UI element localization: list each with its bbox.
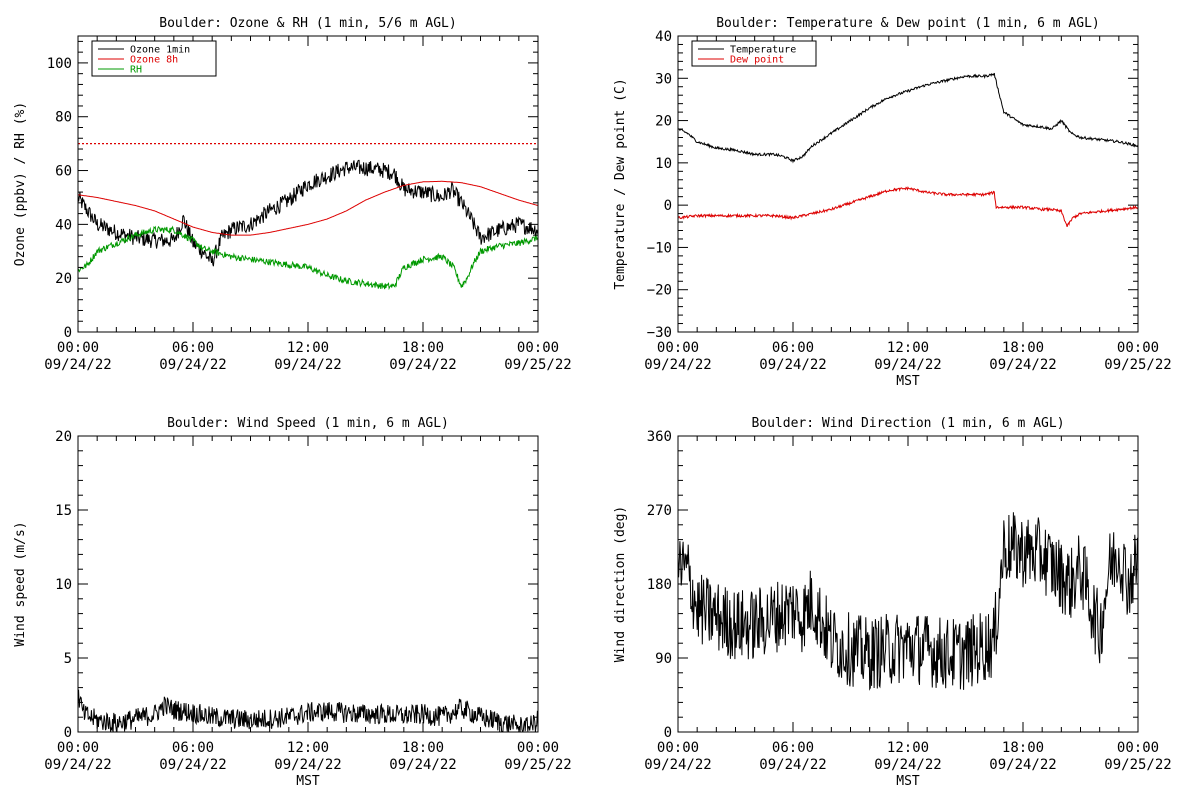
y-tick-label: 40 bbox=[55, 217, 72, 233]
x-axis-label: MST bbox=[296, 774, 320, 789]
x-tick-label: 06:00 bbox=[172, 340, 214, 356]
x-tick-date-label: 09/25/22 bbox=[1104, 357, 1171, 373]
y-tick-label: 60 bbox=[55, 164, 72, 180]
x-tick-date-label: 09/24/22 bbox=[159, 757, 226, 773]
x-tick-label: 00:00 bbox=[57, 340, 99, 356]
x-tick-date-label: 09/24/22 bbox=[389, 757, 456, 773]
x-tick-label: 00:00 bbox=[517, 740, 559, 756]
x-tick-date-label: 09/24/22 bbox=[274, 757, 341, 773]
legend-entry-label: Ozone 8h bbox=[130, 55, 178, 66]
chart-title: Boulder: Wind Direction (1 min, 6 m AGL) bbox=[751, 416, 1064, 431]
x-axis-label: MST bbox=[896, 374, 920, 389]
y-tick-label: 0 bbox=[664, 725, 672, 741]
chart-panel-ozone: Boulder: Ozone & RH (1 min, 5/6 m AGL) Oz… bbox=[13, 16, 572, 373]
x-tick-label: 00:00 bbox=[57, 740, 99, 756]
y-axis-label: Wind speed (m/s) bbox=[13, 521, 28, 646]
x-tick-label: 18:00 bbox=[402, 740, 444, 756]
x-tick-date-label: 09/25/22 bbox=[504, 757, 571, 773]
chart-panel-temperature: Boulder: Temperature & Dew point (1 min,… bbox=[613, 16, 1172, 389]
x-tick-date-label: 09/24/22 bbox=[759, 757, 826, 773]
x-tick-label: 18:00 bbox=[402, 340, 444, 356]
series-line-ozone-1min bbox=[78, 159, 538, 267]
y-tick-label: 270 bbox=[647, 503, 672, 519]
x-tick-label: 06:00 bbox=[172, 740, 214, 756]
y-tick-label: 10 bbox=[55, 577, 72, 593]
legend-box bbox=[691, 40, 817, 67]
y-tick-label: 40 bbox=[655, 29, 672, 45]
y-tick-label: 0 bbox=[664, 198, 672, 214]
y-tick-label: 0 bbox=[64, 325, 72, 341]
x-tick-label: 00:00 bbox=[657, 340, 699, 356]
y-tick-label: 20 bbox=[655, 114, 672, 130]
x-tick-date-label: 09/24/22 bbox=[989, 357, 1056, 373]
y-tick-label: −10 bbox=[647, 240, 672, 256]
x-tick-date-label: 09/24/22 bbox=[44, 757, 111, 773]
y-tick-label: 20 bbox=[55, 429, 72, 445]
legend-entry-label: Ozone 1min bbox=[130, 45, 190, 56]
x-tick-date-label: 09/25/22 bbox=[504, 357, 571, 373]
x-tick-date-label: 09/24/22 bbox=[159, 357, 226, 373]
x-tick-date-label: 09/24/22 bbox=[874, 357, 941, 373]
y-tick-label: 15 bbox=[55, 503, 72, 519]
y-tick-label: 20 bbox=[55, 271, 72, 287]
y-tick-label: 90 bbox=[655, 651, 672, 667]
y-tick-label: −20 bbox=[647, 283, 672, 299]
y-tick-label: 10 bbox=[655, 156, 672, 172]
x-tick-label: 12:00 bbox=[287, 340, 329, 356]
y-tick-label: 80 bbox=[55, 110, 72, 126]
x-tick-date-label: 09/24/22 bbox=[874, 757, 941, 773]
chart-panel-winddir: Boulder: Wind Direction (1 min, 6 m AGL)… bbox=[613, 416, 1172, 789]
series-line-ozone-8h bbox=[78, 180, 538, 236]
x-tick-label: 06:00 bbox=[772, 740, 814, 756]
x-tick-label: 00:00 bbox=[1117, 740, 1159, 756]
x-tick-label: 00:00 bbox=[657, 740, 699, 756]
x-tick-label: 06:00 bbox=[772, 340, 814, 356]
x-axis-label: MST bbox=[896, 774, 920, 789]
x-tick-date-label: 09/24/22 bbox=[644, 757, 711, 773]
x-tick-label: 12:00 bbox=[287, 740, 329, 756]
series-line-winddir bbox=[678, 512, 1138, 691]
y-tick-label: 100 bbox=[47, 56, 72, 72]
y-tick-label: −30 bbox=[647, 325, 672, 341]
chart-title: Boulder: Temperature & Dew point (1 min,… bbox=[716, 16, 1100, 31]
y-axis-label: Ozone (ppbv) / RH (%) bbox=[13, 102, 28, 266]
x-tick-label: 00:00 bbox=[1117, 340, 1159, 356]
series-line-temperature bbox=[678, 72, 1138, 164]
plot-frame bbox=[77, 435, 539, 733]
x-tick-date-label: 09/24/22 bbox=[274, 357, 341, 373]
chart-title: Boulder: Wind Speed (1 min, 6 m AGL) bbox=[167, 416, 449, 431]
chart-panel-windspeed: Boulder: Wind Speed (1 min, 6 m AGL) Wind… bbox=[13, 416, 572, 789]
x-tick-label: 12:00 bbox=[887, 740, 929, 756]
y-tick-label: 30 bbox=[655, 71, 672, 87]
legend-entry-label: Dew point bbox=[730, 55, 784, 66]
series-line-rh bbox=[78, 225, 538, 291]
legend-entry-label: RH bbox=[130, 65, 142, 76]
y-tick-label: 5 bbox=[64, 651, 72, 667]
y-axis-label: Wind direction (deg) bbox=[613, 506, 628, 663]
x-tick-date-label: 09/25/22 bbox=[1104, 757, 1171, 773]
y-tick-label: 360 bbox=[647, 429, 672, 445]
y-tick-label: 0 bbox=[64, 725, 72, 741]
y-tick-label: 180 bbox=[647, 577, 672, 593]
x-tick-label: 00:00 bbox=[517, 340, 559, 356]
series-line-windspeed bbox=[78, 689, 538, 732]
y-axis-label: Temperature / Dew point (C) bbox=[613, 78, 628, 289]
x-tick-date-label: 09/24/22 bbox=[389, 357, 456, 373]
x-tick-label: 18:00 bbox=[1002, 340, 1044, 356]
series-line-dew-point bbox=[678, 186, 1138, 228]
x-tick-date-label: 09/24/22 bbox=[44, 357, 111, 373]
x-tick-date-label: 09/24/22 bbox=[759, 357, 826, 373]
x-tick-date-label: 09/24/22 bbox=[989, 757, 1056, 773]
legend-entry-label: Temperature bbox=[730, 45, 796, 56]
x-tick-date-label: 09/24/22 bbox=[644, 357, 711, 373]
x-tick-label: 12:00 bbox=[887, 340, 929, 356]
chart-title: Boulder: Ozone & RH (1 min, 5/6 m AGL) bbox=[159, 16, 456, 31]
plot-frame bbox=[677, 35, 1139, 333]
x-tick-label: 18:00 bbox=[1002, 740, 1044, 756]
